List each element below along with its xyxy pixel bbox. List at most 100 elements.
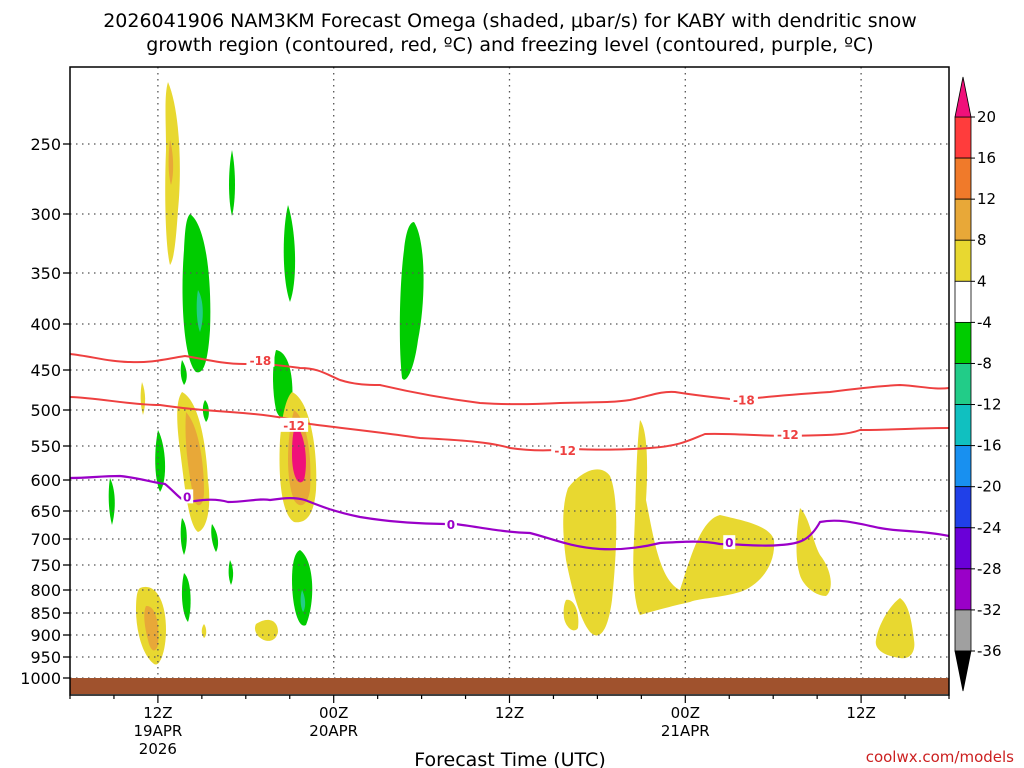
colorbar-swatch-4	[954, 280, 972, 323]
colorbar: 20 16 12 8 4 -4 -8 -12 -16 -20 -24 -28 -32 -36	[954, 76, 1002, 692]
y-tick-label-13: 900	[30, 626, 61, 645]
colorbar-swatch-9	[954, 486, 972, 529]
y-tick-label-15: 1000	[20, 669, 61, 688]
colorbar-label-8: -16	[977, 437, 1002, 455]
colorbar-swatch-0	[954, 116, 972, 159]
x-tick-date-0: 19APR	[133, 722, 182, 740]
contour-label-bg-5	[729, 392, 758, 407]
omega-region-19	[211, 524, 219, 552]
ground-surface	[70, 678, 949, 694]
y-tick-label-3: 400	[30, 315, 61, 334]
colorbar-swatch-8	[954, 445, 972, 488]
y-tick-label-12: 850	[30, 604, 61, 623]
colorbar-label-0: 20	[977, 108, 996, 126]
omega-region-29	[563, 599, 579, 631]
omega-region-27	[254, 619, 278, 641]
omega-region-30	[633, 420, 775, 615]
y-tick-label-5: 500	[30, 401, 61, 420]
contour-labels: -18 -12 0 0 -12 -18 -12 0	[181, 352, 802, 550]
chart-title-line1: 2026041906 NAM3KM Forecast Omega (shaded…	[103, 10, 917, 32]
omega-region-17	[108, 478, 115, 525]
contour-label-bg-0	[246, 352, 275, 367]
plot-frame	[69, 66, 950, 696]
omega-region-6	[399, 222, 424, 380]
contour-label-bg-6	[773, 427, 802, 442]
omega-region-9	[140, 382, 146, 415]
grid-lines	[70, 67, 949, 695]
colorbar-label-12: -32	[977, 601, 1002, 619]
y-tick-label-6: 550	[30, 437, 61, 456]
colorbar-swatch-2	[954, 198, 972, 241]
omega-region-11	[185, 412, 204, 506]
contour-label-5: -18	[733, 393, 755, 407]
x-tick-label-3: 00Z	[671, 704, 700, 722]
omega-region-18	[180, 518, 187, 555]
y-axis: 250 300 350 400 450 500 550 600 650 700 750 800 850 9…	[20, 135, 70, 688]
contour-label-bg-1	[280, 417, 309, 432]
omega-region-5	[283, 205, 296, 302]
omega-region-22	[292, 550, 313, 626]
x-tick-label-4: 12Z	[846, 704, 875, 722]
dgz-contour-minus18	[69, 353, 950, 406]
y-tick-label-4: 450	[30, 361, 61, 380]
colorbar-label-6: -8	[977, 354, 992, 372]
colorbar-swatch-7	[954, 404, 972, 447]
colorbar-swatch-12	[954, 609, 972, 652]
chart-title-line2: growth region (contoured, red, ºC) and f…	[146, 34, 873, 56]
y-tick-label-14: 950	[30, 648, 61, 667]
colorbar-label-7: -12	[977, 396, 1002, 414]
contour-label-1: -12	[283, 419, 305, 433]
omega-region-23	[300, 590, 306, 612]
omega-region-16	[292, 425, 306, 483]
colorbar-bottom-arrow	[954, 650, 972, 692]
contour-label-2: 0	[183, 490, 191, 504]
contour-label-7: 0	[725, 536, 733, 550]
contour-label-3: 0	[447, 518, 455, 532]
omega-region-28	[563, 469, 617, 636]
colorbar-swatch-3	[954, 239, 972, 282]
omega-shading	[108, 82, 915, 665]
colorbar-label-2: 12	[977, 190, 996, 208]
plot-area: -18 -12 0 0 -12 -18 -12 0	[69, 66, 950, 696]
x-tick-label-1: 00Z	[319, 704, 348, 722]
colorbar-label-3: 8	[977, 231, 987, 249]
omega-region-31	[796, 508, 831, 596]
y-tick-label-2: 350	[30, 264, 61, 283]
y-tick-label-0: 250	[30, 135, 61, 154]
omega-region-21	[181, 573, 191, 622]
contour-label-bg-3	[444, 517, 457, 531]
omega-region-8	[180, 360, 187, 385]
colorbar-label-5: -4	[977, 313, 992, 331]
colorbar-label-9: -20	[977, 478, 1002, 496]
contour-label-0: -18	[250, 354, 272, 368]
colorbar-top-arrow	[954, 76, 972, 118]
omega-region-2	[182, 214, 211, 373]
contour-label-bg-2	[181, 489, 194, 504]
omega-region-3	[196, 290, 203, 332]
y-tick-label-10: 750	[30, 556, 61, 575]
colorbar-label-11: -28	[977, 560, 1002, 578]
colorbar-swatch-1	[954, 157, 972, 200]
y-tick-label-8: 650	[30, 502, 61, 521]
omega-region-26	[201, 624, 207, 638]
y-tick-label-7: 600	[30, 471, 61, 490]
colorbar-swatch-10	[954, 527, 972, 570]
y-tick-label-1: 300	[30, 205, 61, 224]
x-tick-date-1: 20APR	[309, 722, 358, 740]
omega-region-25	[144, 605, 159, 651]
colorbar-swatch-5	[954, 321, 972, 364]
credit-text: coolwx.com/models	[866, 748, 1014, 766]
x-tick-date-3: 21APR	[661, 722, 710, 740]
omega-region-1	[168, 140, 174, 185]
colorbar-swatch-11	[954, 568, 972, 611]
x-tick-label-0: 12Z	[143, 704, 172, 722]
x-axis-label: Forecast Time (UTC)	[414, 749, 605, 768]
x-tick-label-2: 12Z	[495, 704, 524, 722]
contour-label-bg-4	[551, 442, 580, 457]
omega-region-20	[228, 560, 234, 585]
contour-label-bg-7	[723, 535, 736, 550]
y-tick-label-11: 800	[30, 581, 61, 600]
omega-region-4	[229, 150, 235, 216]
